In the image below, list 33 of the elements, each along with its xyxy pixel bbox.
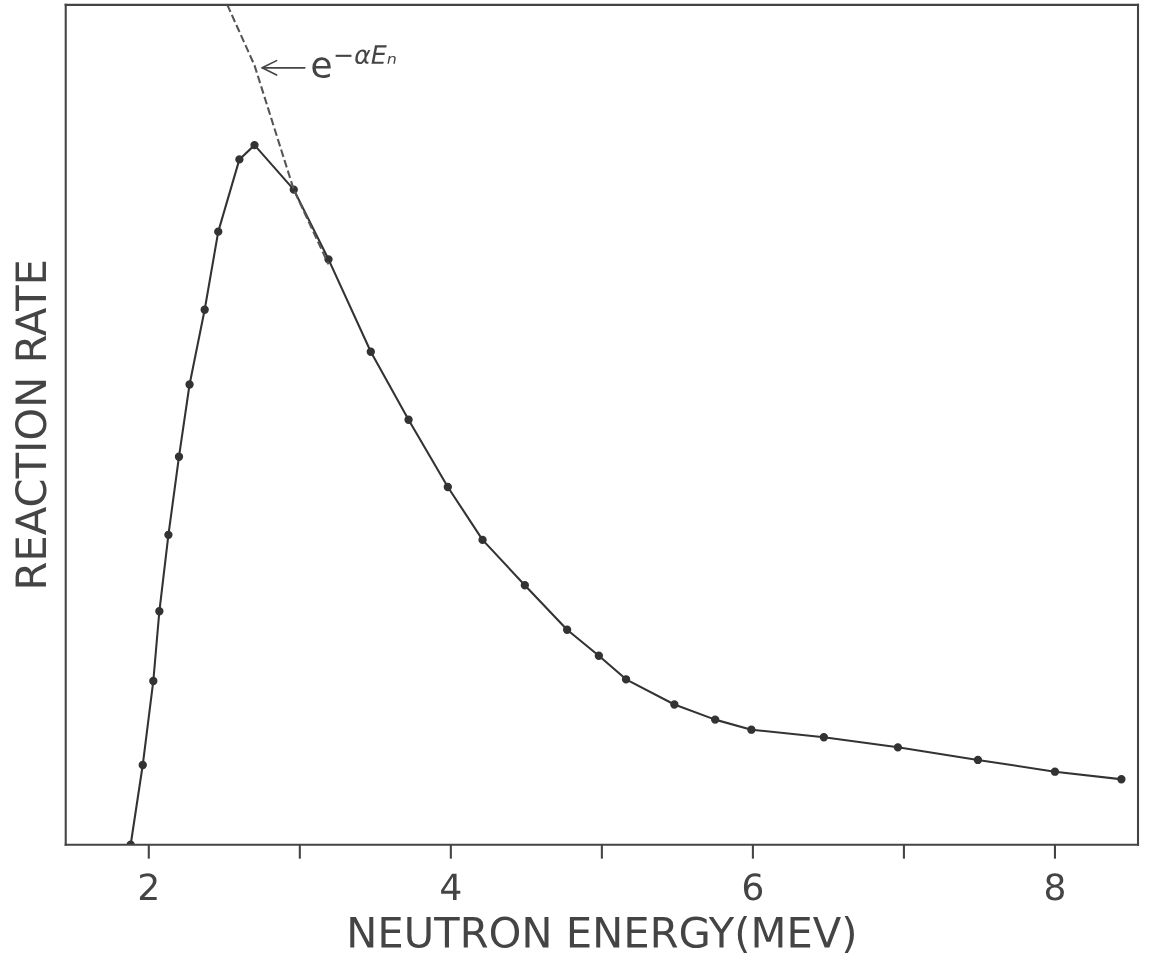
point (594, 651, 604, 660)
point (200, 305, 209, 314)
point (710, 715, 720, 724)
point (1117, 775, 1126, 784)
point (1050, 767, 1060, 776)
point (621, 675, 631, 684)
point (164, 530, 173, 540)
x-tick-label: 8 (1045, 873, 1064, 901)
point (562, 625, 572, 634)
point (214, 227, 223, 236)
point (149, 676, 158, 686)
point (973, 755, 983, 765)
point (235, 155, 244, 164)
point (404, 415, 413, 424)
point (138, 760, 147, 770)
point (670, 700, 679, 709)
point (185, 380, 194, 389)
x-tick-label: 6 (743, 873, 763, 901)
y-axis-title: REACTION RATE (15, 261, 47, 587)
x-tick-label: 2 (139, 873, 157, 900)
point (250, 140, 259, 150)
point (893, 743, 903, 752)
point (747, 725, 756, 734)
point (443, 482, 452, 492)
point (174, 452, 184, 461)
x-axis-title: NEUTRON ENERGY(MEV) (350, 915, 854, 953)
annotation: e$^{−αEₙ}$ (312, 45, 396, 79)
point (155, 607, 164, 616)
point (478, 535, 487, 545)
x-tick-label: 4 (441, 873, 461, 900)
point (819, 733, 829, 742)
point (520, 581, 530, 590)
point (366, 347, 375, 356)
